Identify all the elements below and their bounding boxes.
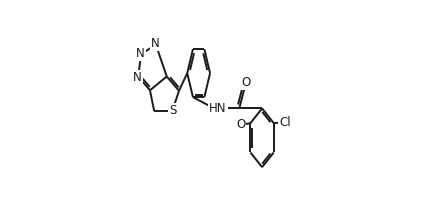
Text: N: N xyxy=(136,47,145,60)
Text: N: N xyxy=(133,71,142,84)
Text: N: N xyxy=(151,37,160,50)
Text: O: O xyxy=(242,76,251,89)
Text: HN: HN xyxy=(209,102,227,115)
Text: S: S xyxy=(169,104,176,117)
Text: Cl: Cl xyxy=(279,116,291,129)
Text: O: O xyxy=(236,118,245,131)
